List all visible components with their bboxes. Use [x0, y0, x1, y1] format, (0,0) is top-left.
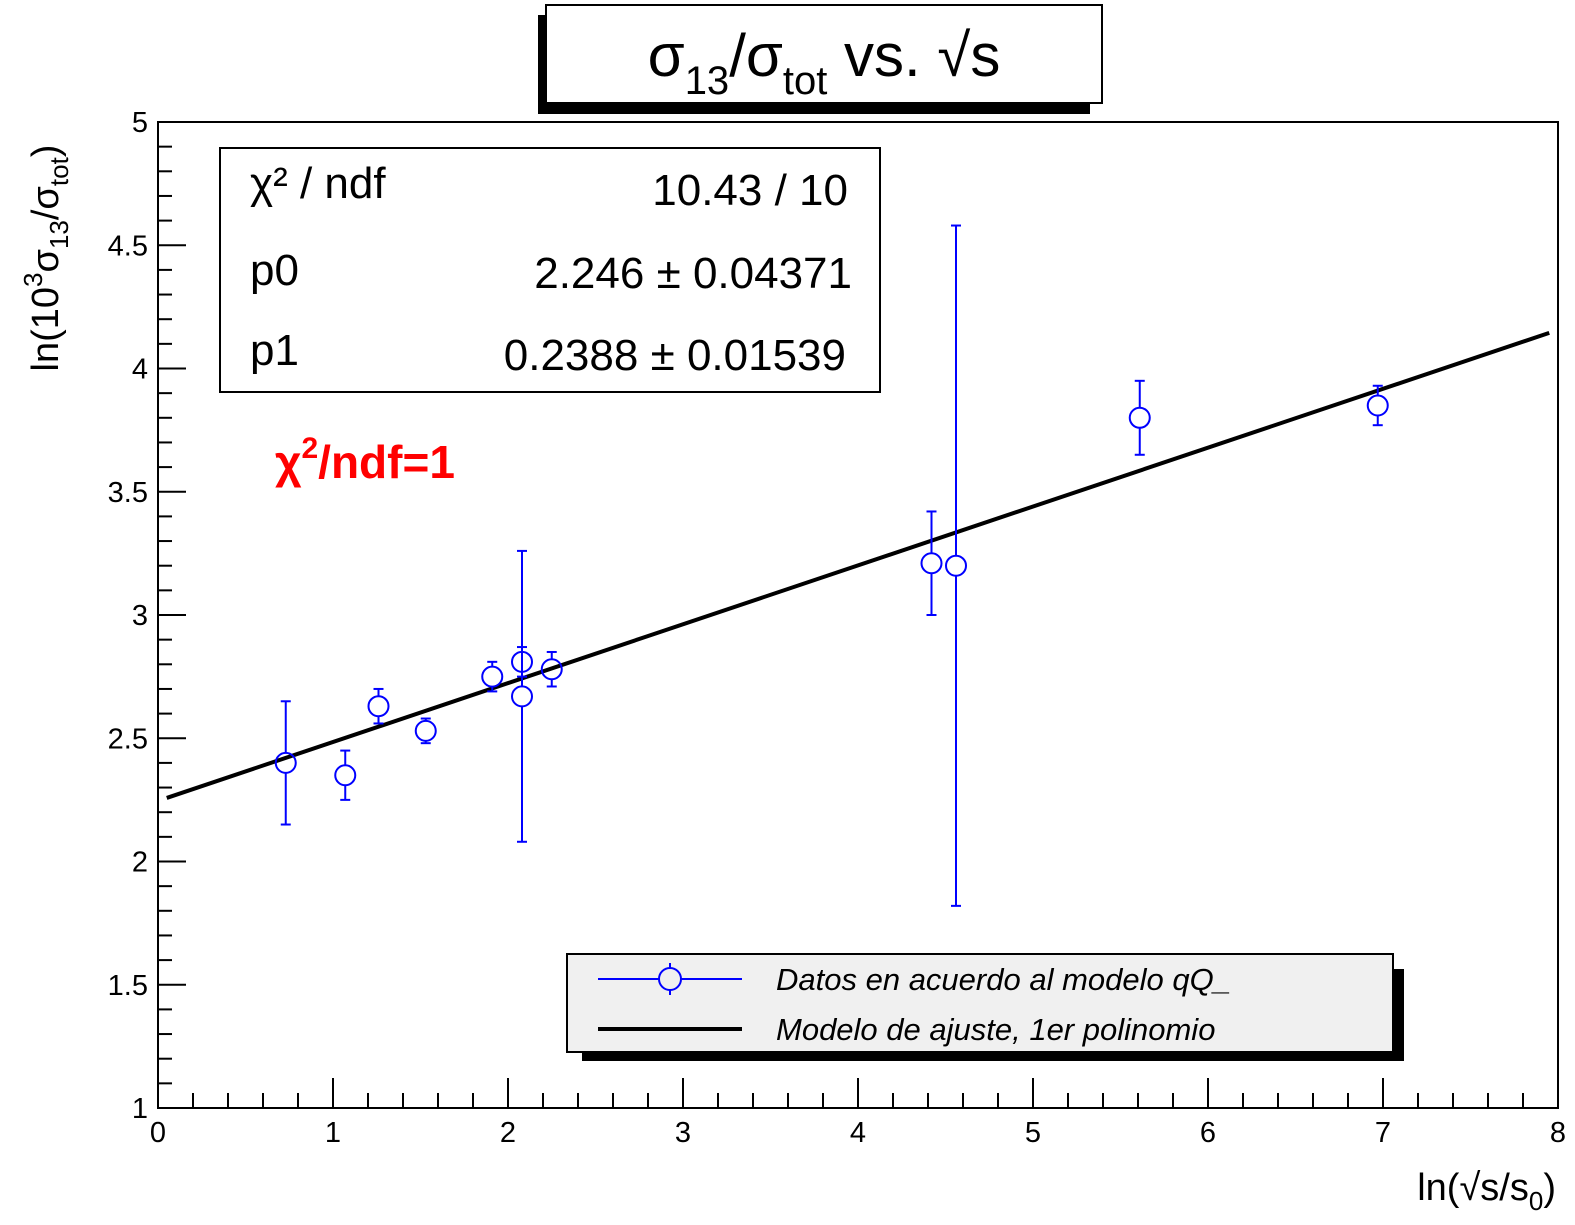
x-axis-ticks: 0 1 2 3 4 5 6 7 8 — [150, 1078, 1566, 1149]
data-point — [920, 510, 943, 616]
data-point — [1128, 379, 1151, 456]
stat-value-p1: 0.2388 ± 0.01539 — [504, 331, 846, 380]
fit-line — [166, 330, 1550, 800]
data-marker — [367, 695, 390, 718]
data-point — [540, 650, 563, 688]
x-tick-label: 6 — [1200, 1117, 1216, 1149]
y-tick-label: 1.5 — [108, 970, 148, 1002]
data-points-layer — [274, 224, 1389, 907]
y-tick-label: 3.5 — [108, 477, 148, 509]
stat-value-chi2: 10.43 / 10 — [652, 166, 848, 215]
data-marker — [334, 764, 357, 787]
legend-label-fit: Modelo de ajuste, 1er polinomio — [776, 1012, 1215, 1047]
x-tick-label: 1 — [325, 1117, 341, 1149]
x-tick-label: 4 — [850, 1117, 866, 1149]
chi2-annotation: χ2/ndf=1 — [275, 432, 455, 488]
data-point — [1366, 384, 1389, 427]
data-point — [334, 749, 357, 801]
legend-marker-data — [598, 963, 742, 995]
data-marker — [274, 751, 297, 774]
data-marker — [1366, 394, 1389, 417]
data-marker — [511, 685, 533, 708]
y-tick-label: 2.5 — [108, 723, 148, 755]
y-tick-label: 5 — [132, 107, 148, 139]
data-point — [511, 549, 533, 843]
data-point — [414, 717, 437, 745]
stat-label-p1: p1 — [250, 326, 299, 375]
title-box: σ13/σtot vs. √s — [538, 4, 1103, 114]
chart-title: σ13/σtot vs. √s — [648, 22, 1001, 103]
x-tick-label: 5 — [1025, 1117, 1041, 1149]
legend-label-data: Datos en acuerdo al modelo qQ_ — [776, 962, 1231, 997]
x-tick-label: 8 — [1550, 1117, 1566, 1149]
data-point — [274, 700, 297, 826]
data-marker — [945, 554, 967, 577]
x-tick-label: 2 — [500, 1117, 516, 1149]
y-tick-label: 1 — [132, 1093, 148, 1125]
data-marker — [414, 719, 437, 742]
stat-label-chi2: χ² / ndf — [250, 159, 386, 208]
x-tick-label: 3 — [675, 1117, 691, 1149]
data-marker — [1128, 406, 1151, 429]
x-tick-label: 7 — [1375, 1117, 1391, 1149]
data-marker — [481, 665, 504, 688]
data-marker — [540, 658, 563, 681]
y-tick-label: 4 — [132, 354, 148, 386]
y-tick-label: 4.5 — [108, 230, 148, 262]
stat-value-p0: 2.246 ± 0.04371 — [534, 249, 852, 298]
legend: Datos en acuerdo al modelo qQ_ Modelo de… — [566, 953, 1404, 1061]
data-point — [481, 660, 504, 693]
fit-line-layer — [166, 330, 1550, 800]
y-axis-label: ln(103σ13/σtot) — [18, 145, 74, 372]
x-tick-label: 0 — [150, 1117, 166, 1149]
data-point — [367, 687, 390, 725]
y-axis-ticks: 1 1.5 2 2.5 3 3.5 4 4.5 5 — [108, 107, 186, 1125]
y-tick-label: 3 — [132, 600, 148, 632]
data-marker — [920, 552, 943, 575]
data-point — [945, 224, 967, 907]
y-tick-label: 2 — [132, 847, 148, 879]
stat-label-p0: p0 — [250, 246, 299, 295]
x-axis-label: ln(√s/s0) — [1417, 1167, 1556, 1216]
stats-box: χ² / ndf 10.43 / 10 p0 2.246 ± 0.04371 p… — [219, 147, 881, 393]
